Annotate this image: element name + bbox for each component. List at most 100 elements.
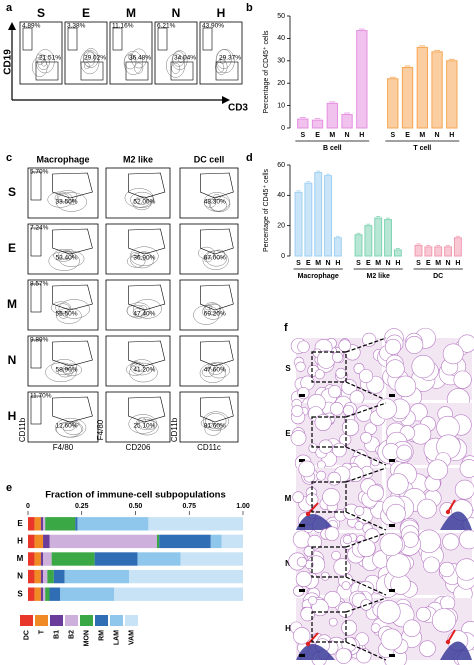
x-tick-label: H xyxy=(359,132,364,139)
group-label: M2 like xyxy=(367,273,390,280)
bar xyxy=(311,119,324,129)
gate-percent: 81.60% xyxy=(204,423,226,430)
adipocyte xyxy=(442,533,460,551)
contour xyxy=(57,190,78,203)
x-tick-label: S xyxy=(416,260,421,267)
contour xyxy=(130,252,140,258)
legend-label: RM xyxy=(98,630,105,641)
bar xyxy=(374,217,383,257)
bar-segment xyxy=(45,517,76,531)
gate xyxy=(112,27,123,51)
bar-segment xyxy=(43,587,46,601)
bar xyxy=(434,246,443,257)
arrow-head xyxy=(222,96,230,104)
contour xyxy=(135,195,149,205)
y-axis-title: Percentage of CD45⁺ cells xyxy=(263,30,270,114)
zoom-box xyxy=(311,416,347,448)
bar-segment xyxy=(40,517,44,531)
gate xyxy=(170,61,194,81)
gate xyxy=(52,284,93,311)
adipocyte xyxy=(328,385,342,399)
adipocyte xyxy=(328,617,338,627)
gate xyxy=(128,228,166,255)
bar-segment xyxy=(28,587,35,601)
sample-label: E xyxy=(8,241,16,255)
gate xyxy=(52,172,93,199)
gate xyxy=(200,284,234,311)
contour xyxy=(171,50,188,71)
bar-segment xyxy=(43,569,48,584)
adipocyte xyxy=(355,405,373,422)
gate xyxy=(128,340,166,367)
zoom-line xyxy=(345,381,387,401)
bar-segment xyxy=(45,587,50,601)
bar-segment xyxy=(75,517,78,531)
gate xyxy=(67,27,78,51)
contour xyxy=(202,250,229,270)
y-tick-label: S xyxy=(17,589,23,598)
gate xyxy=(52,396,93,423)
flow-plot xyxy=(179,223,239,275)
adipocyte xyxy=(341,619,358,636)
gate xyxy=(125,61,149,81)
legend-swatch xyxy=(110,615,123,626)
contour xyxy=(61,363,83,377)
contour xyxy=(203,192,230,212)
adipocyte xyxy=(417,529,441,554)
gate-percent: 48.30% xyxy=(204,199,226,206)
adipocyte xyxy=(403,619,421,638)
x-tick-label: N xyxy=(345,132,350,139)
adipocyte xyxy=(394,375,417,398)
bar xyxy=(453,237,462,257)
gate xyxy=(128,396,166,423)
gate-percent: 36.90% xyxy=(133,255,155,262)
adipocyte xyxy=(453,370,472,389)
sample-label: M xyxy=(285,494,292,503)
x-tick-label: S xyxy=(296,260,301,267)
adipocyte xyxy=(300,606,315,622)
adipocyte xyxy=(427,459,449,481)
flow-plot xyxy=(27,279,99,331)
adipocyte xyxy=(338,339,352,352)
sample-label: M xyxy=(126,6,136,20)
scale-bar xyxy=(389,654,395,657)
bar-segment xyxy=(51,552,95,566)
zoom-box xyxy=(311,611,347,643)
flow-plot xyxy=(179,167,239,219)
adipocyte xyxy=(360,432,372,444)
bar-segment xyxy=(43,534,50,549)
bar-segment xyxy=(40,552,44,566)
adipocyte xyxy=(459,529,474,550)
legend-swatch xyxy=(20,615,33,626)
adipocyte xyxy=(317,350,336,369)
contour xyxy=(193,305,220,325)
bar-segment xyxy=(148,517,243,531)
bar xyxy=(401,67,414,129)
bar xyxy=(341,114,353,129)
panel-letter: d xyxy=(246,152,253,164)
scale-bar xyxy=(299,589,305,592)
adipocyte xyxy=(324,526,340,541)
axis-title: F4/80 xyxy=(96,419,105,440)
adipocyte xyxy=(376,599,401,624)
gate-percent: 4.89% xyxy=(22,23,41,30)
scale-bar xyxy=(299,654,305,657)
gate xyxy=(30,171,42,201)
zoom-line xyxy=(345,576,387,596)
adipocyte xyxy=(416,606,431,622)
gate-percent: 8.57% xyxy=(30,281,49,288)
contour xyxy=(51,359,78,376)
x-tick-label: N xyxy=(435,132,440,139)
y-tick-label: 30 xyxy=(277,58,285,65)
gate xyxy=(128,172,166,199)
bar-segment xyxy=(53,569,65,584)
gate xyxy=(52,228,93,255)
contour xyxy=(204,256,212,263)
flow-plot xyxy=(199,21,243,85)
chart-title: Fraction of immune-cell subpopulations xyxy=(45,490,226,501)
adipocyte xyxy=(295,361,306,372)
bar-segment xyxy=(40,569,44,584)
panel-letter: e xyxy=(6,482,12,494)
gate-percent: 41.20% xyxy=(133,367,155,374)
